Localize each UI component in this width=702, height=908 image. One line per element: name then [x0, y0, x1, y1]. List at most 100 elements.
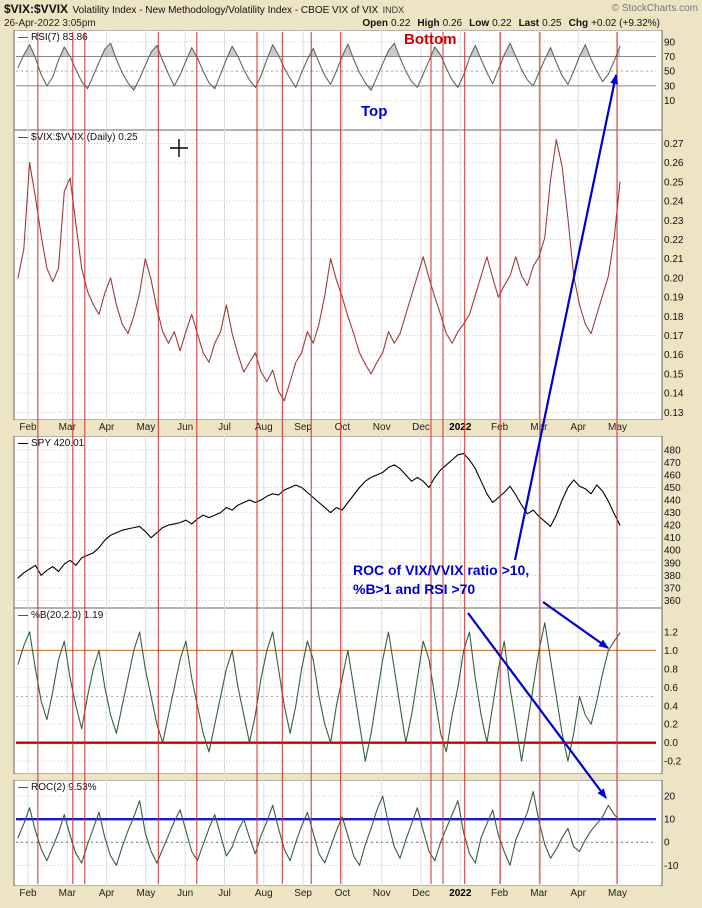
annotation-top: Top [361, 103, 388, 120]
price-chart[interactable]: 0.27 0.26 0.25 0.24 0.23 0.22 0.21 0.20 0.19 0.18… [0, 130, 702, 420]
month-label: May [608, 422, 627, 433]
svg-text:-10: -10 [664, 861, 679, 872]
rsi-label-text: RSI(7) 83.86 [31, 32, 88, 43]
svg-text:0.25: 0.25 [664, 177, 684, 188]
svg-text:410: 410 [664, 533, 681, 544]
last-value: 0.25 [542, 18, 562, 29]
svg-text:90: 90 [664, 37, 676, 48]
roc-label: — ROC(2) 9.53% [18, 782, 97, 793]
svg-text:30: 30 [664, 81, 676, 92]
month-label: Apr [98, 422, 115, 433]
svg-text:0.13: 0.13 [664, 408, 684, 419]
svg-text:0.6: 0.6 [664, 683, 678, 694]
open-label: Open [362, 18, 388, 29]
month-label: Nov [372, 422, 391, 433]
month-label: Jun [177, 888, 194, 899]
month-label: Mar [530, 888, 548, 899]
svg-text:0.18: 0.18 [664, 312, 684, 323]
svg-text:0.0: 0.0 [664, 738, 678, 749]
svg-text:1.0: 1.0 [664, 646, 678, 657]
svg-text:360: 360 [664, 596, 681, 607]
month-label: May [608, 888, 627, 899]
series-swatch-icon: — [18, 610, 28, 621]
series-swatch-icon: — [18, 32, 28, 43]
roc-chart[interactable]: 20 10 0 -10 [0, 780, 702, 886]
chart-datetime: 26-Apr-2022 3:05pm [4, 18, 96, 29]
svg-text:400: 400 [664, 546, 681, 557]
svg-text:50: 50 [664, 67, 676, 78]
month-label: Apr [98, 888, 115, 899]
exchange-label: INDX [382, 5, 405, 15]
percent-b-chart[interactable]: 1.2 1.0 0.8 0.6 0.4 0.2 0.0 -0.2 [0, 608, 702, 774]
annotation-roc-note: ROC of VIX/VVIX ratio >10, %B>1 and RSI … [353, 561, 529, 599]
last-label: Last [518, 18, 540, 29]
low-value: 0.22 [492, 18, 512, 29]
month-label: Jul [218, 888, 231, 899]
svg-text:0.8: 0.8 [664, 664, 678, 675]
svg-text:10: 10 [664, 96, 676, 107]
roc-label-text: ROC(2) 9.53% [31, 782, 97, 793]
rsi-label: — RSI(7) 83.86 [18, 32, 88, 43]
month-label: Mar [530, 422, 548, 433]
svg-text:470: 470 [664, 458, 681, 469]
month-label: Feb [19, 422, 37, 433]
spy-label-text: SPY 420.01 [31, 438, 85, 449]
svg-text:0.21: 0.21 [664, 254, 684, 265]
x-axis-months-bottom: Feb Mar Apr May Jun Jul Aug Sep Oct Nov Dec 2022 Feb… [0, 886, 702, 908]
open-value: 0.22 [390, 18, 411, 29]
month-label: Nov [372, 888, 391, 899]
month-label: Dec [412, 422, 430, 433]
chg-value: +0.02 (+9.32%) [591, 18, 660, 29]
month-label: Oct [334, 422, 351, 433]
svg-text:480: 480 [664, 445, 681, 456]
svg-text:390: 390 [664, 558, 681, 569]
month-label: Apr [570, 888, 586, 899]
month-label: Mar [58, 888, 76, 899]
svg-text:-0.2: -0.2 [664, 757, 682, 768]
svg-text:370: 370 [664, 583, 681, 594]
svg-text:0.17: 0.17 [664, 331, 684, 342]
svg-text:0.26: 0.26 [664, 158, 684, 169]
svg-text:0.15: 0.15 [664, 369, 684, 380]
rsi-chart[interactable]: 90 70 50 30 10 [0, 30, 702, 130]
svg-text:0.22: 0.22 [664, 235, 684, 246]
svg-text:0.23: 0.23 [664, 216, 684, 227]
high-label: High [417, 18, 440, 29]
svg-text:10: 10 [664, 815, 676, 826]
svg-text:70: 70 [664, 52, 676, 63]
annotation-roc-note-line2: %B>1 and RSI >70 [353, 581, 476, 597]
price-panel: 0.27 0.26 0.25 0.24 0.23 0.22 0.21 0.20 0.19 0.18… [0, 130, 702, 420]
svg-text:460: 460 [664, 470, 681, 481]
quote-summary: Open 0.22 High 0.26 Low 0.22 Last 0.25 Chg +0.02 … [355, 17, 660, 30]
month-label: Jul [218, 422, 231, 433]
price-label: — $VIX:$VVIX (Daily) 0.25 [18, 132, 138, 143]
svg-text:430: 430 [664, 508, 681, 519]
svg-text:0.19: 0.19 [664, 293, 684, 304]
svg-text:0.2: 0.2 [664, 720, 678, 731]
percent-b-label-text: %B(20,2.0) 1.19 [31, 610, 104, 621]
svg-text:0: 0 [664, 838, 670, 849]
month-label: Dec [412, 888, 430, 899]
month-label: Oct [334, 888, 351, 899]
series-swatch-icon: — [18, 132, 28, 143]
series-swatch-icon: — [18, 438, 28, 449]
symbol: $VIX:$VVIX [4, 2, 69, 16]
chart-header: $VIX:$VVIX Volatility Index - New Method… [0, 0, 702, 30]
roc-panel: 20 10 0 -10 — ROC(2) 9.53% [0, 780, 702, 886]
month-label: May [136, 888, 156, 899]
rsi-panel: 90 70 50 30 10 — RSI(7) 83.86 [0, 30, 702, 130]
svg-text:380: 380 [664, 571, 681, 582]
month-label: May [136, 422, 156, 433]
month-label: Aug [254, 422, 273, 433]
svg-text:20: 20 [664, 792, 676, 803]
chg-label: Chg [568, 18, 589, 29]
month-label: Jun [177, 422, 194, 433]
svg-text:1.2: 1.2 [664, 627, 678, 638]
svg-text:0.27: 0.27 [664, 139, 684, 150]
svg-text:450: 450 [664, 483, 681, 494]
percent-b-label: — %B(20,2.0) 1.19 [18, 610, 103, 621]
x-axis-months-top: Feb Mar Apr May Jun Jul Aug Sep Oct Nov Dec 2022 Feb… [0, 420, 702, 436]
month-label: Sep [294, 888, 312, 899]
month-label: Mar [58, 422, 76, 433]
